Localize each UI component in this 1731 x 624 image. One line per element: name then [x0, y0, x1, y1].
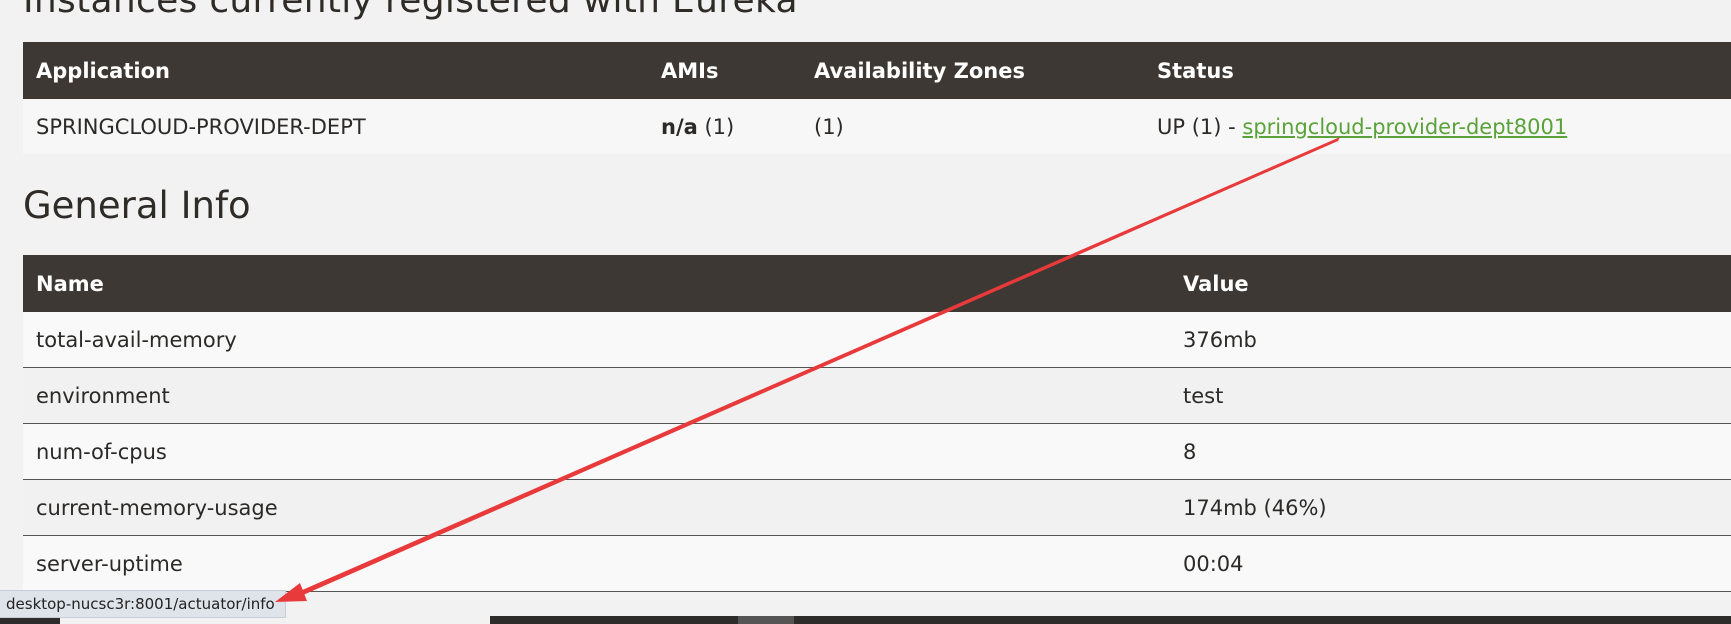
col-name: Name	[23, 255, 1170, 312]
instance-row: SPRINGCLOUD-PROVIDER-DEPT n/a (1) (1) UP…	[23, 99, 1731, 154]
instances-header-row: Application AMIs Availability Zones Stat…	[23, 42, 1731, 99]
instance-amis: n/a (1)	[648, 99, 801, 154]
col-amis: AMIs	[648, 42, 801, 99]
status-prefix: UP (1) -	[1157, 114, 1243, 139]
amis-value: n/a	[661, 114, 698, 139]
instances-section-title: Instances currently registered with Eure…	[23, 0, 798, 21]
info-value: test	[1170, 367, 1731, 424]
general-info-title: General Info	[23, 184, 251, 227]
instance-zones: (1)	[801, 99, 1144, 154]
instances-table: Application AMIs Availability Zones Stat…	[23, 42, 1731, 154]
general-info-table: Name Value total-avail-memory 376mb envi…	[23, 255, 1731, 592]
table-row: environment test	[23, 367, 1731, 424]
amis-count: (1)	[704, 114, 735, 139]
info-name: environment	[23, 367, 1170, 424]
bottom-bar-segment	[60, 616, 490, 624]
info-name: num-of-cpus	[23, 423, 1170, 480]
browser-bottom-bar	[0, 616, 1731, 624]
info-name: current-memory-usage	[23, 479, 1170, 536]
instance-application: SPRINGCLOUD-PROVIDER-DEPT	[23, 99, 648, 154]
col-status: Status	[1144, 42, 1731, 99]
instance-status: UP (1) - springcloud-provider-dept8001	[1144, 99, 1731, 154]
table-row: current-memory-usage 174mb (46%)	[23, 479, 1731, 536]
info-name: total-avail-memory	[23, 312, 1170, 368]
info-value: 8	[1170, 423, 1731, 480]
status-bar-url: desktop-nucsc3r:8001/actuator/info	[0, 590, 286, 618]
info-name: server-uptime	[23, 535, 1170, 592]
table-row: server-uptime 00:04	[23, 535, 1731, 592]
instance-link[interactable]: springcloud-provider-dept8001	[1242, 114, 1568, 139]
info-value: 00:04	[1170, 535, 1731, 592]
col-value: Value	[1170, 255, 1731, 312]
info-value: 174mb (46%)	[1170, 479, 1731, 536]
bottom-bar-segment	[738, 616, 794, 624]
col-application: Application	[23, 42, 648, 99]
info-header-row: Name Value	[23, 255, 1731, 312]
col-availability-zones: Availability Zones	[801, 42, 1144, 99]
table-row: num-of-cpus 8	[23, 423, 1731, 480]
info-value: 376mb	[1170, 312, 1731, 368]
table-row: total-avail-memory 376mb	[23, 312, 1731, 368]
